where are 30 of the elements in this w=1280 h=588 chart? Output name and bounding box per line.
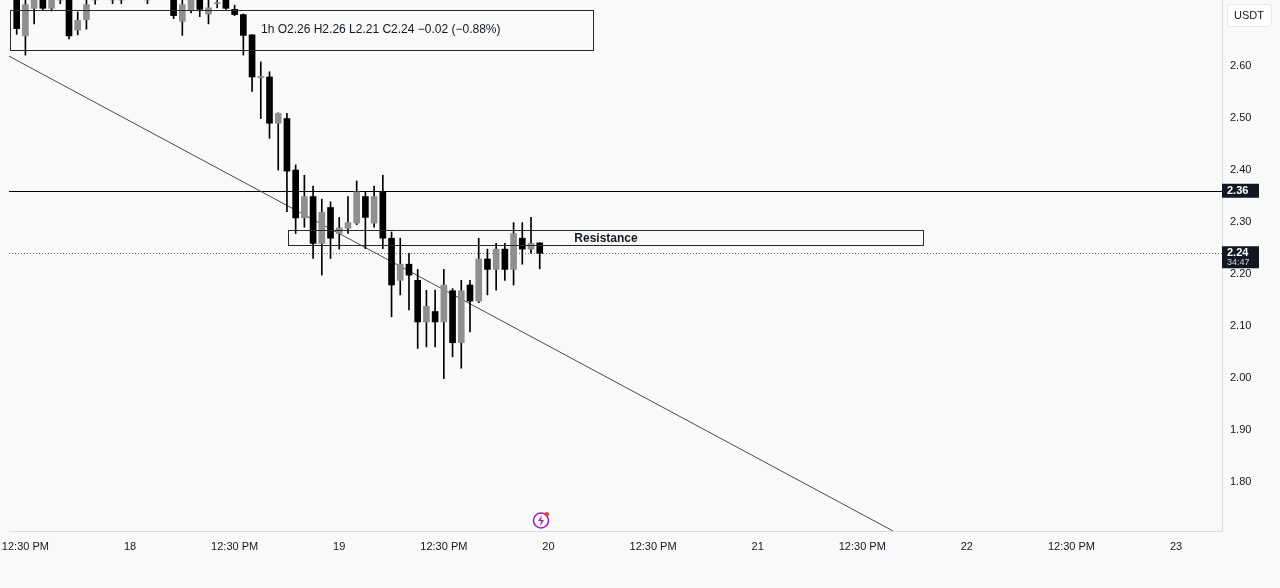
y-tick-label: 2.40 <box>1230 163 1252 176</box>
x-tick-label: 21 <box>751 539 764 552</box>
x-tick-label: 20 <box>542 539 555 552</box>
x-tick-label: 12:30 PM <box>838 539 886 552</box>
x-tick-label: 18 <box>123 539 137 552</box>
y-tick-label: 1.80 <box>1230 475 1252 488</box>
candlestick <box>274 112 282 171</box>
y-axis-title: USDT <box>1234 9 1265 22</box>
y-tick-label: 2.00 <box>1230 371 1252 384</box>
candlestick <box>344 196 352 234</box>
x-tick-label: 12:30 PM <box>211 539 259 552</box>
candlestick <box>213 0 221 9</box>
y-tick-label: 2.60 <box>1230 59 1252 72</box>
ref-line-label: 2.36 <box>1227 183 1249 196</box>
x-tick-label: 23 <box>1169 539 1183 552</box>
y-tick-label: 1.90 <box>1230 423 1252 436</box>
y-tick-label: 2.50 <box>1230 111 1252 124</box>
x-tick-label: 12:30 PM <box>1047 539 1096 552</box>
y-tick-label: 2.10 <box>1230 319 1252 332</box>
ref-line-label: 2.24 34:47 <box>1227 246 1250 267</box>
x-tick-label: 19 <box>333 539 346 552</box>
x-tick-label: 22 <box>960 539 973 552</box>
annotation: Resistance <box>574 231 638 245</box>
y-tick-label: 2.20 <box>1230 267 1252 280</box>
candlestick <box>257 61 265 119</box>
x-tick-label: 12:30 PM <box>420 539 468 552</box>
y-tick-label: 2.30 <box>1230 215 1252 228</box>
x-tick-label: 12:30 PM <box>629 539 677 552</box>
x-tick-label: 12:30 PM <box>1 539 49 552</box>
text: 1h O2.26 H2.26 L2.21 C2.24 −0.02 (−0.88%) <box>261 22 501 37</box>
